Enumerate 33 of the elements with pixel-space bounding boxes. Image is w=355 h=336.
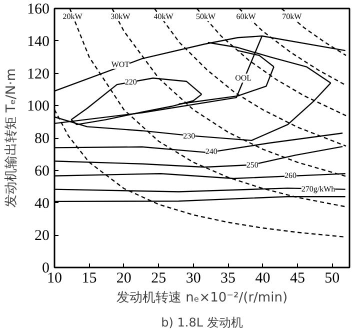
y-tick-label: 20	[34, 228, 50, 244]
x-tick-label: 20	[116, 270, 132, 286]
y-tick-label: 160	[27, 2, 50, 18]
y-tick-label: 60	[34, 163, 50, 180]
x-tick-label: 30	[186, 270, 201, 286]
annotation: OOL	[235, 74, 252, 83]
x-tick-label: 45	[290, 270, 305, 286]
annotation: 20kW	[62, 12, 83, 22]
y-axis-title: 发动机输出转矩 Tₑ/N·m	[4, 68, 19, 208]
annotation: 50kW	[196, 12, 216, 22]
x-tick-label: 40	[255, 270, 270, 286]
annotation: 60kW	[236, 12, 256, 22]
annotation: WOT	[111, 60, 130, 69]
annotation: 270g/kWh	[301, 184, 336, 194]
x-tick-label: 50	[324, 270, 340, 286]
y-tick-label: 140	[27, 34, 50, 50]
x-axis-title: 发动机转速 nₑ×10⁻²/(r/min)	[116, 290, 288, 306]
x-tick-label: 25	[151, 270, 166, 286]
annotation: 70kW	[282, 12, 302, 22]
annotation: 260	[284, 171, 296, 180]
annotation: 240	[205, 146, 218, 156]
text: b) 1.8L 发动机	[161, 316, 243, 330]
y-tick-label: 80	[34, 131, 50, 147]
x-tick-label: 35	[220, 270, 236, 286]
y-tick-label: 0	[42, 260, 50, 276]
y-tick-label: 40	[34, 196, 50, 212]
x-tick-label: 15	[82, 270, 97, 286]
y-tick-label: 120	[27, 66, 50, 82]
y-tick-label: 100	[27, 98, 50, 115]
x-tick-label: 10	[47, 270, 62, 286]
annotation: 40kW	[154, 12, 174, 22]
annotation: 30kW	[110, 12, 131, 22]
annotation: 220	[124, 77, 137, 86]
